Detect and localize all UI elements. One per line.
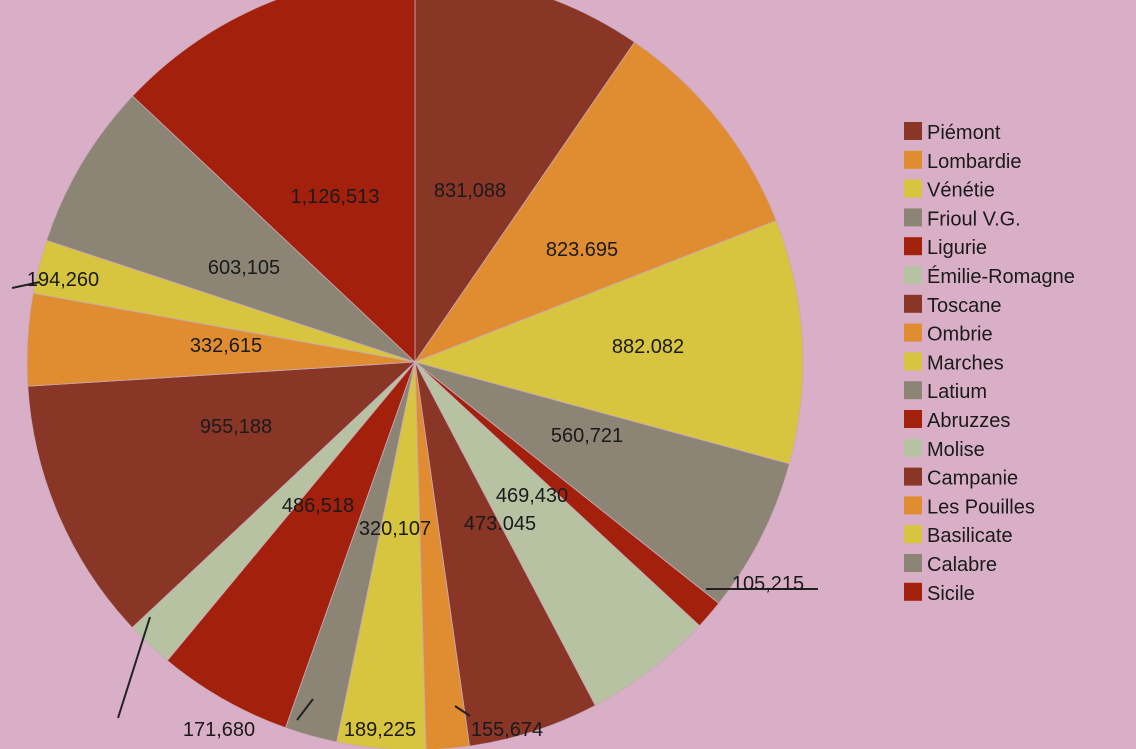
leader-line-10: [296, 698, 314, 721]
legend-swatch-17: [904, 582, 922, 601]
legend-label-1: Piémont: [927, 122, 1001, 144]
legend-label-2: Lombardie: [927, 151, 1022, 173]
legend-swatch-10: [904, 381, 922, 400]
slice-label-15: 194,260: [27, 269, 99, 291]
slice-label-9: 320,107: [359, 518, 431, 540]
legend-label-4: Frioul V.G.: [927, 208, 1021, 230]
legend-label-13: Campanie: [927, 468, 1018, 490]
legend-swatch-6: [904, 266, 922, 284]
legend-label-10: Latium: [927, 381, 987, 403]
leader-line-12: [117, 616, 151, 719]
legend-swatch-13: [904, 467, 922, 486]
legend: Piémont Lombardie Vénétie Frioul V.G. Liguri…: [904, 122, 1075, 605]
legend-label-3: Vénétie: [927, 180, 995, 202]
slice-label-13: 955,188: [200, 416, 272, 438]
legend-label-5: Ligurie: [927, 237, 987, 259]
legend-label-17: Sicile: [927, 583, 975, 605]
slice-label-7: 473.045: [464, 513, 536, 535]
slice-label-5: 105,215: [732, 573, 804, 595]
legend-swatch-4: [904, 208, 922, 227]
legend-swatch-9: [904, 352, 922, 371]
slice-label-17: 1,126,513: [291, 186, 380, 208]
leader-lines: [11, 281, 818, 721]
legend-label-6: Émilie-Romagne: [927, 265, 1075, 288]
pie-slice-17: [131, 0, 416, 363]
slice-label-14: 332,615: [190, 335, 262, 357]
slice-label-16: 603,105: [208, 257, 280, 279]
slice-label-1: 831,088: [434, 180, 506, 202]
legend-swatch-2: [904, 150, 922, 169]
pie-slice-13: [27, 361, 417, 629]
slice-label-10: 189,225: [344, 719, 416, 741]
slice-label-2: 823.695: [546, 239, 618, 261]
pie-slice-4: [414, 361, 790, 604]
slice-label-6: 469,430: [496, 485, 568, 507]
pie-slice-3: [413, 220, 804, 465]
pie-slice-11: [166, 361, 416, 729]
slice-labels: 831,088 823.695 882.082 560,721 105,215 469,4…: [27, 180, 804, 741]
leader-line-8: [454, 705, 471, 717]
legend-label-7: Toscane: [927, 295, 1002, 317]
slice-label-4: 560,721: [551, 425, 623, 447]
pie-slice-1: [414, 0, 636, 364]
legend-label-9: Marches: [927, 352, 1004, 374]
legend-label-15: Basilicate: [927, 525, 1013, 547]
legend-swatch-15: [904, 525, 922, 544]
legend-label-16: Calabre: [927, 554, 997, 576]
legend-label-11: Abruzzes: [927, 410, 1010, 432]
legend-label-14: Les Pouilles: [927, 496, 1035, 518]
pie-slice-16: [46, 95, 416, 363]
pie-slice-2: [413, 41, 777, 363]
legend-swatch-14: [904, 496, 922, 515]
leader-line-15: [11, 281, 41, 289]
legend-label-12: Molise: [927, 439, 985, 461]
pie-slice-7: [414, 361, 596, 747]
legend-swatch-1: [904, 122, 922, 140]
legend-swatch-11: [904, 410, 922, 428]
legend-swatch-8: [904, 323, 922, 342]
slice-label-12: 171,680: [183, 719, 255, 741]
legend-swatch-5: [904, 237, 922, 256]
slice-label-11: 486,518: [282, 495, 354, 517]
slice-label-3: 882.082: [612, 336, 684, 358]
pie-slices: [26, 0, 804, 749]
slice-label-8: 155,674: [471, 719, 543, 741]
pie-slice-6: [414, 361, 701, 707]
legend-swatch-7: [904, 294, 922, 313]
legend-swatch-3: [904, 179, 922, 198]
legend-swatch-16: [904, 554, 922, 572]
legend-label-8: Ombrie: [927, 324, 993, 346]
legend-swatch-12: [904, 438, 922, 457]
